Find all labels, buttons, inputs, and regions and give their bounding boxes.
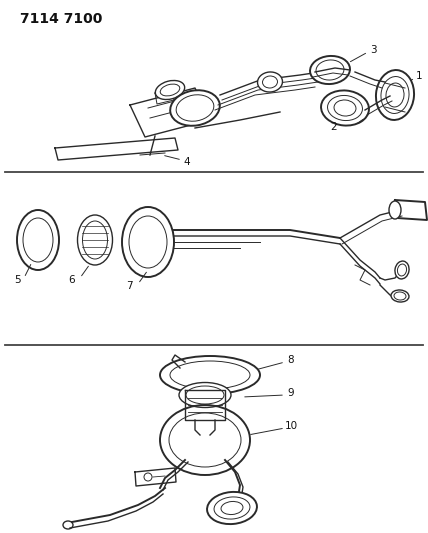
Polygon shape — [55, 138, 178, 160]
Text: 7114 7100: 7114 7100 — [20, 12, 102, 26]
Ellipse shape — [391, 290, 409, 302]
Ellipse shape — [376, 70, 414, 120]
Text: 10: 10 — [285, 421, 298, 431]
Text: 5: 5 — [14, 275, 21, 285]
Ellipse shape — [179, 383, 231, 408]
Ellipse shape — [395, 261, 409, 279]
Text: 7: 7 — [126, 281, 133, 291]
Text: 9: 9 — [287, 388, 294, 398]
Polygon shape — [395, 200, 427, 220]
Ellipse shape — [77, 215, 113, 265]
Ellipse shape — [321, 91, 369, 126]
Text: 4: 4 — [183, 157, 190, 167]
Text: 6: 6 — [68, 275, 74, 285]
Text: 1: 1 — [416, 71, 422, 81]
Ellipse shape — [155, 80, 184, 100]
Polygon shape — [130, 88, 210, 137]
Text: 8: 8 — [287, 355, 294, 365]
Ellipse shape — [389, 201, 401, 219]
Ellipse shape — [310, 56, 350, 84]
Polygon shape — [155, 89, 174, 104]
Text: 2: 2 — [330, 122, 337, 132]
Ellipse shape — [207, 492, 257, 524]
Ellipse shape — [160, 356, 260, 394]
Ellipse shape — [122, 207, 174, 277]
Polygon shape — [185, 390, 225, 420]
Ellipse shape — [258, 72, 282, 92]
Polygon shape — [135, 468, 176, 486]
Ellipse shape — [170, 90, 220, 126]
Ellipse shape — [17, 210, 59, 270]
Text: 3: 3 — [370, 45, 377, 55]
